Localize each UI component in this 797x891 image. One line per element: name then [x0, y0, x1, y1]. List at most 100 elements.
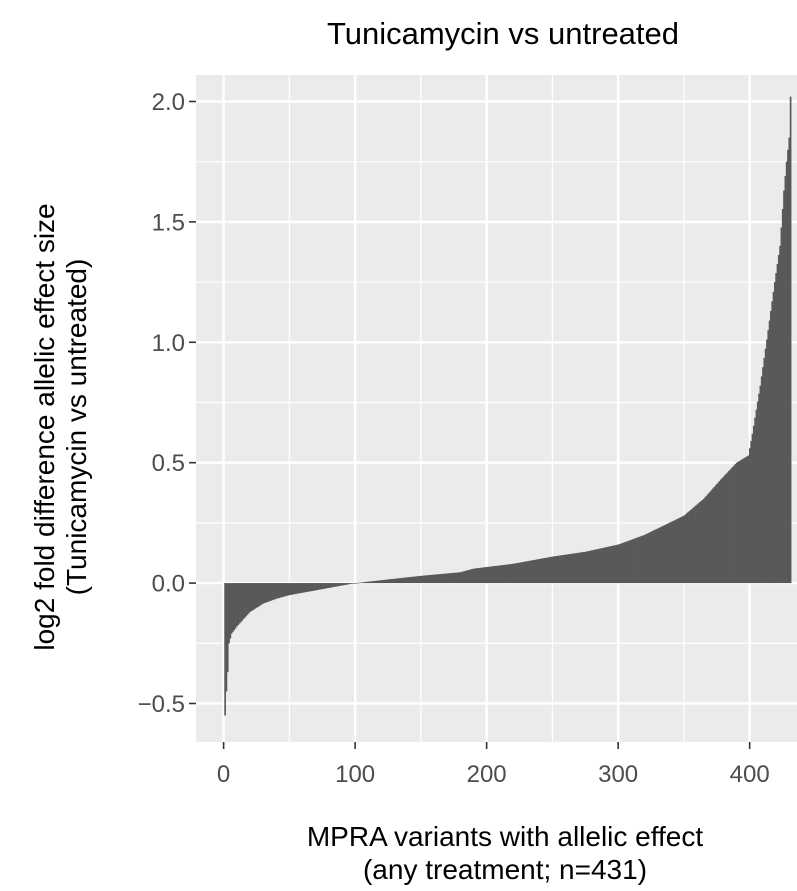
bar	[747, 455, 750, 584]
bar	[722, 476, 725, 584]
x-axis-title-line-2: (any treatment; n=431)	[363, 854, 647, 885]
bar	[768, 320, 771, 584]
bar	[539, 558, 542, 584]
bar	[491, 566, 493, 584]
bar	[351, 583, 354, 584]
bar	[534, 559, 537, 584]
bar	[497, 565, 500, 584]
bar	[725, 473, 727, 584]
bar	[253, 583, 255, 610]
bar	[401, 577, 404, 584]
bar	[676, 518, 679, 584]
bar	[710, 489, 713, 584]
bar	[746, 456, 749, 584]
bar	[307, 583, 309, 592]
bar	[708, 492, 710, 584]
bar	[405, 577, 408, 584]
bar	[290, 583, 292, 595]
bar	[353, 583, 355, 584]
bar	[584, 551, 587, 584]
x-axis-title-line-1: MPRA variants with allelic effect	[307, 821, 704, 852]
bar	[449, 573, 451, 584]
bar	[457, 572, 459, 584]
bar	[546, 557, 549, 584]
bar	[741, 459, 743, 584]
bar	[629, 540, 631, 584]
bar	[240, 583, 242, 623]
bar	[612, 545, 614, 584]
bar	[388, 579, 391, 584]
bar	[345, 583, 347, 585]
plot-panel	[196, 75, 797, 742]
x-axis: 0 100 200 300 400	[217, 742, 770, 788]
bar	[404, 577, 407, 584]
bar	[789, 96, 792, 584]
bar	[547, 557, 550, 584]
bar	[363, 582, 366, 584]
bar	[311, 583, 313, 592]
bar	[501, 565, 504, 584]
bar	[372, 581, 375, 584]
bar	[500, 565, 503, 584]
bar	[537, 559, 539, 584]
bar	[340, 583, 342, 586]
bar	[624, 542, 626, 584]
bar	[783, 190, 785, 584]
bar	[349, 583, 351, 585]
bar	[671, 521, 674, 584]
bar	[245, 583, 247, 617]
bar	[384, 579, 387, 584]
bar	[297, 583, 300, 594]
bar	[596, 549, 599, 584]
bar	[605, 547, 608, 584]
bar	[780, 227, 783, 584]
bar	[464, 570, 467, 584]
bar	[777, 254, 780, 584]
bar	[476, 568, 479, 584]
bar	[553, 556, 555, 584]
bar	[718, 481, 721, 584]
bar	[675, 519, 678, 584]
bar	[321, 583, 324, 590]
bar	[447, 573, 450, 584]
bar	[330, 583, 333, 588]
bar	[411, 576, 413, 584]
bar	[601, 548, 604, 584]
bar	[421, 575, 424, 584]
bar	[238, 583, 241, 624]
bar	[342, 583, 345, 586]
bar	[459, 572, 462, 584]
bar	[266, 583, 269, 603]
bar	[336, 583, 338, 587]
bar	[570, 553, 572, 584]
x-tick-label: 100	[335, 761, 375, 788]
bar	[668, 522, 671, 584]
bar	[709, 491, 712, 584]
bar	[489, 566, 492, 584]
bar	[430, 574, 433, 584]
y-tick-label: 1.5	[152, 209, 185, 236]
bar	[380, 580, 383, 584]
y-tick-label: 2.0	[152, 89, 185, 116]
bar	[225, 583, 228, 692]
bar	[268, 583, 271, 602]
bar	[525, 561, 528, 584]
bar	[503, 564, 505, 584]
bar	[458, 572, 461, 584]
bar	[257, 583, 259, 607]
bar	[554, 556, 557, 584]
bar	[587, 551, 589, 584]
bar	[334, 583, 337, 587]
bar	[460, 571, 463, 584]
bar	[343, 583, 346, 586]
bar	[716, 483, 718, 584]
bar	[322, 583, 325, 589]
bar	[689, 510, 692, 584]
bar	[618, 544, 621, 584]
chart-title: Tunicamycin vs untreated	[327, 16, 679, 51]
bar	[738, 461, 741, 584]
bar	[329, 583, 332, 588]
bar	[429, 575, 432, 584]
bar	[608, 546, 610, 584]
bar	[338, 583, 341, 586]
